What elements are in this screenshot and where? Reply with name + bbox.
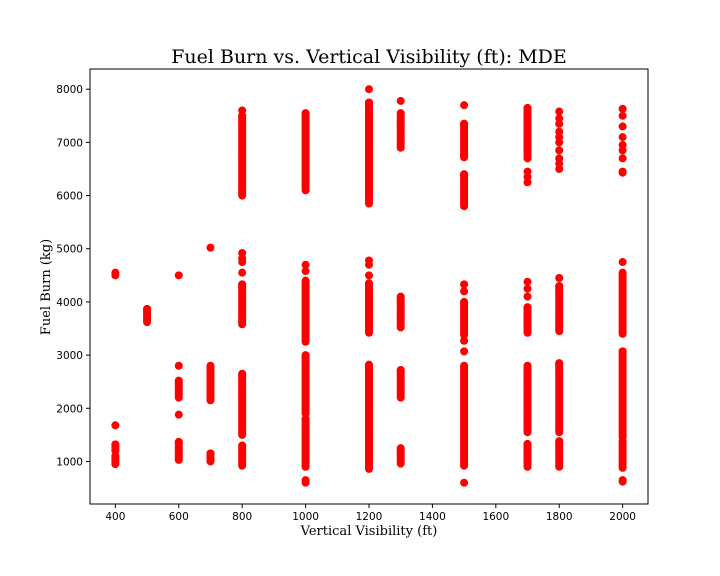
scatter-point <box>396 96 405 105</box>
scatter-point <box>460 101 469 110</box>
y-tick-label: 8000 <box>56 84 83 96</box>
scatter-point <box>555 273 564 282</box>
x-tick-label: 1000 <box>292 511 319 523</box>
scatter-point <box>301 351 310 360</box>
y-tick-label: 6000 <box>56 191 83 203</box>
scatter-point <box>523 167 532 176</box>
x-tick-label: 1600 <box>482 511 509 523</box>
scatter-point <box>143 304 152 313</box>
scatter-point <box>460 297 469 306</box>
scatter-point <box>618 104 627 113</box>
scatter-point <box>618 154 627 163</box>
scatter-point <box>555 127 564 136</box>
scatter-point <box>396 109 405 118</box>
scatter-point <box>206 361 215 370</box>
scatter-point <box>301 109 310 118</box>
scatter-point <box>618 258 627 267</box>
data-points <box>111 85 627 487</box>
scatter-point <box>618 133 627 142</box>
x-tick-label: 2000 <box>609 511 636 523</box>
x-axis-ticks: 400 600 800 1000 1200 1400 1600 1800 2000 <box>105 504 636 523</box>
y-tick-label: 1000 <box>56 456 83 468</box>
scatter-point <box>365 271 373 280</box>
scatter-point <box>365 85 373 94</box>
scatter-point <box>365 360 373 369</box>
scatter-point <box>618 122 627 131</box>
x-tick-label: 800 <box>232 511 252 523</box>
scatter-point <box>618 476 627 485</box>
scatter-point <box>523 439 532 448</box>
scatter-point <box>238 280 247 289</box>
scatter-point <box>396 365 405 374</box>
scatter-point <box>238 369 247 378</box>
y-tick-label: 2000 <box>56 403 83 415</box>
y-tick-label: 5000 <box>56 244 83 256</box>
scatter-point <box>523 303 532 312</box>
x-tick-label: 400 <box>105 511 125 523</box>
scatter-point <box>555 437 564 446</box>
scatter-point <box>238 248 247 257</box>
scatter-point <box>111 440 120 449</box>
scatter-point <box>460 119 469 128</box>
y-tick-label: 3000 <box>56 350 83 362</box>
scatter-point <box>174 361 183 370</box>
scatter-point <box>206 243 215 252</box>
x-axis-label: Vertical Visibility (ft) <box>300 524 438 539</box>
scatter-point <box>523 277 532 286</box>
scatter-point <box>460 347 469 356</box>
x-tick-label: 600 <box>169 511 189 523</box>
y-axis-label: Fuel Burn (kg) <box>39 239 54 335</box>
scatter-point <box>365 98 373 107</box>
scatter-point <box>111 268 120 277</box>
scatter-point <box>238 441 247 450</box>
scatter-point <box>460 478 469 487</box>
scatter-point <box>460 170 469 179</box>
x-tick-label: 1200 <box>356 511 383 523</box>
scatter-point <box>111 421 120 430</box>
scatter-point <box>301 260 310 269</box>
scatter-point <box>174 410 183 419</box>
scatter-point <box>396 444 405 453</box>
scatter-point <box>238 268 247 277</box>
scatter-point <box>523 361 532 370</box>
scatter-point <box>206 449 215 458</box>
scatter-point <box>555 281 564 290</box>
scatter-point <box>301 267 310 276</box>
scatter-point <box>301 476 310 485</box>
y-tick-label: 7000 <box>56 137 83 149</box>
scatter-point <box>555 146 564 155</box>
scatter-point <box>618 141 627 150</box>
scatter-point <box>523 292 532 301</box>
scatter-point <box>460 287 469 296</box>
scatter-point <box>174 437 183 446</box>
scatter-point <box>523 103 532 112</box>
scatter-point <box>555 107 564 116</box>
scatter-point <box>618 111 627 120</box>
scatter-point <box>174 271 183 280</box>
scatter-point <box>396 292 405 301</box>
scatter-point <box>460 280 469 289</box>
scatter-point <box>365 279 373 288</box>
scatter-point <box>365 256 373 265</box>
scatter-point <box>555 154 564 163</box>
scatter-point <box>460 336 469 345</box>
scatter-point <box>460 361 469 370</box>
y-tick-label: 4000 <box>56 297 83 309</box>
scatter-point <box>618 167 627 176</box>
scatter-point <box>523 284 532 293</box>
scatter-point <box>174 376 183 385</box>
scatter-point <box>238 106 247 115</box>
chart-title: Fuel Burn vs. Vertical Visibility (ft): … <box>171 46 567 68</box>
scatter-point <box>618 268 627 277</box>
x-tick-label: 1800 <box>546 511 573 523</box>
scatter-point <box>618 347 627 356</box>
scatter-point <box>301 276 310 285</box>
y-axis-ticks: 1000 2000 3000 4000 5000 6000 7000 8000 <box>56 84 90 468</box>
x-tick-label: 1400 <box>419 511 446 523</box>
scatter-point <box>555 359 564 368</box>
scatter-point <box>555 114 564 123</box>
